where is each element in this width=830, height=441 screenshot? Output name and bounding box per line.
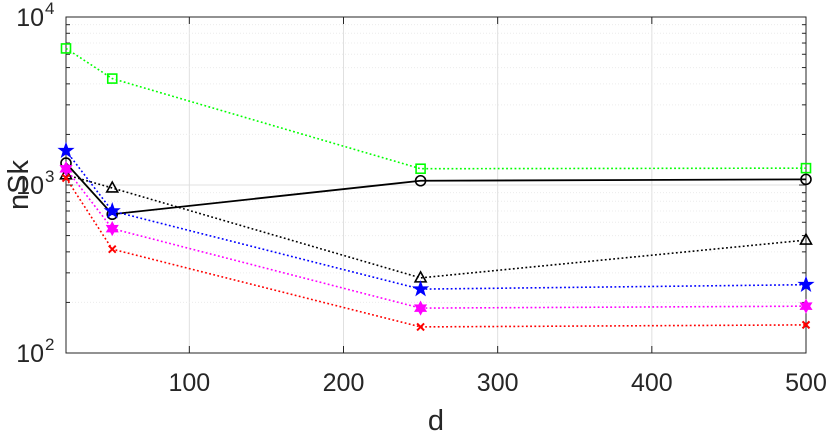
series-line: [65, 150, 807, 290]
data-point-circle: [414, 174, 427, 187]
x-tick-label: 100: [168, 369, 210, 397]
data-point-star: [797, 275, 815, 293]
y-tick-label-exponent: 3: [45, 167, 54, 186]
series-2: [60, 157, 812, 221]
series-line: [65, 168, 807, 309]
data-point-star: [57, 141, 75, 159]
data-point-square: [60, 43, 72, 54]
data-point-square: [415, 163, 426, 175]
series-6: [61, 173, 811, 332]
x-axis-label: d: [428, 405, 444, 436]
x-tick-label: 300: [477, 369, 519, 397]
data-point-square: [800, 162, 812, 174]
y-tick-label: 10: [16, 172, 44, 200]
series-line: [65, 162, 807, 216]
x-tick-label: 200: [323, 369, 365, 397]
x-tick-label: 500: [785, 369, 827, 397]
series-1: [60, 43, 812, 175]
y-tick-label-exponent: 2: [45, 335, 54, 354]
series-5: [59, 161, 813, 316]
data-point-circle: [800, 173, 812, 186]
series-group: [57, 43, 815, 332]
data-point-x: [416, 322, 425, 332]
data-point-star: [103, 201, 121, 219]
data-point-x: [108, 244, 117, 254]
data-point-x: [801, 320, 811, 330]
data-point-square: [106, 73, 118, 84]
y-axis-label: nSk: [3, 160, 35, 210]
data-point-triangle: [105, 180, 120, 193]
y-tick-label: 10: [16, 4, 44, 32]
grid: [66, 17, 806, 353]
y-tick-label-exponent: 4: [45, 0, 54, 18]
series-line: [65, 47, 807, 170]
data-point-hexagram: [105, 221, 119, 237]
y-tick-label: 10: [16, 340, 44, 368]
data-point-x: [61, 173, 71, 183]
data-point-star: [412, 280, 430, 297]
series-3: [59, 167, 813, 283]
data-point-hexagram: [414, 300, 428, 316]
data-point-hexagram: [799, 298, 813, 314]
x-tick-label: 400: [631, 369, 673, 397]
series-line: [65, 174, 807, 279]
data-point-triangle: [799, 232, 813, 245]
series-line: [65, 177, 807, 328]
series-4: [57, 141, 815, 297]
data-point-hexagram: [59, 161, 73, 177]
